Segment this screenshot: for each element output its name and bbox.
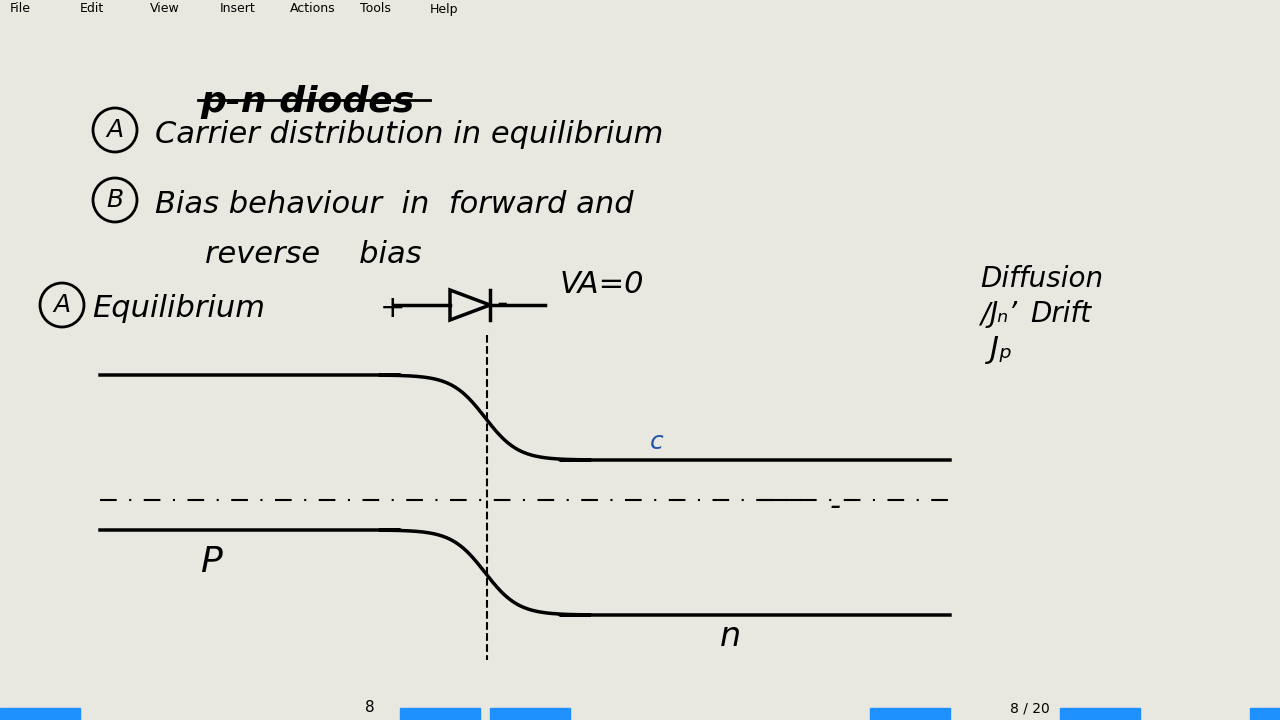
Bar [0,708,79,720]
Text: A: A [106,118,124,142]
Bar [490,708,570,720]
Text: 8 / 20: 8 / 20 [1010,701,1050,715]
Text: VA=0: VA=0 [561,270,645,299]
Text: Bias behaviour  in  forward and: Bias behaviour in forward and [155,190,634,219]
Text: Help: Help [430,2,458,16]
Text: Actions: Actions [291,2,335,16]
Text: p-n diodes: p-n diodes [200,85,415,119]
Text: Equilibrium: Equilibrium [92,294,265,323]
Text: 8: 8 [365,701,375,716]
Text: reverse    bias: reverse bias [205,240,421,269]
Text: Tools: Tools [360,2,390,16]
Bar [870,708,950,720]
Text: Edit: Edit [79,2,104,16]
Text: Jₚ: Jₚ [989,335,1012,364]
Text: /: / [980,300,989,328]
Bar [1060,708,1140,720]
Bar [1251,708,1280,720]
Text: File: File [10,2,31,16]
Text: +: + [380,294,406,323]
Text: Diffusion: Diffusion [980,265,1103,293]
Text: Jₙ’: Jₙ’ [989,300,1018,328]
Text: Insert: Insert [220,2,256,16]
Text: View: View [150,2,179,16]
Text: P: P [200,545,221,579]
Text: Carrier distribution in equilibrium: Carrier distribution in equilibrium [155,120,663,149]
Text: c: c [650,430,664,454]
Text: B: B [106,188,124,212]
Text: -: - [497,289,508,318]
Bar [399,708,480,720]
Text: A: A [54,293,70,317]
Text: Drift: Drift [1030,300,1091,328]
Text: -: - [829,492,841,521]
Text: n: n [719,620,741,653]
